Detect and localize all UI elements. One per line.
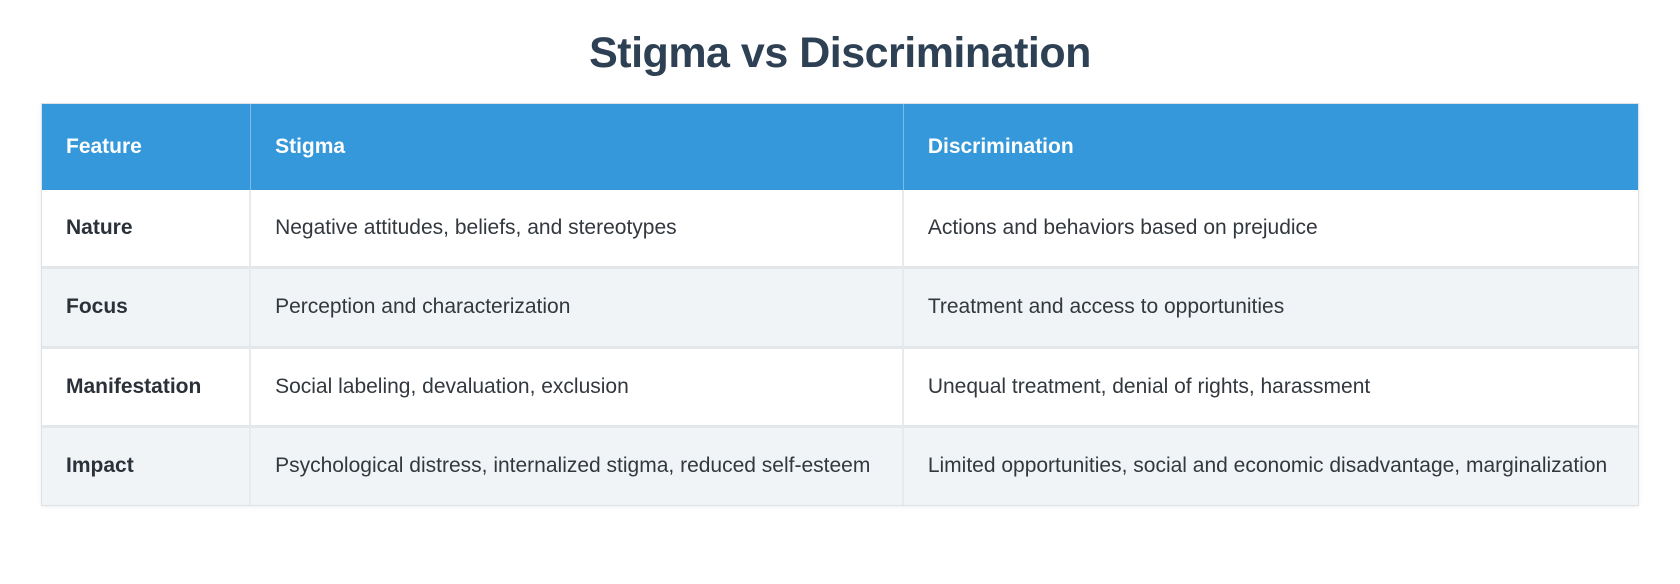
discrimination-cell: Treatment and access to opportunities [903,266,1638,346]
table-container: Feature Stigma Discrimination Nature Neg… [41,102,1639,506]
comparison-table: Feature Stigma Discrimination Nature Neg… [41,102,1639,506]
table-row-impact: Impact Psychological distress, internali… [42,425,1638,505]
column-header-feature: Feature [42,103,252,190]
stigma-cell: Psychological distress, internalized sti… [251,425,904,505]
column-header-discrimination: Discrimination [903,103,1638,190]
feature-cell: Manifestation [42,345,252,426]
table-row-nature: Nature Negative attitudes, beliefs, and … [42,189,1638,267]
feature-cell: Impact [42,425,252,505]
discrimination-cell: Limited opportunities, social and econom… [903,425,1638,505]
table-header-row: Feature Stigma Discrimination [42,103,1638,190]
table-row-manifestation: Manifestation Social labeling, devaluati… [42,345,1638,426]
feature-cell: Focus [42,266,252,346]
column-header-stigma: Stigma [251,103,904,190]
stigma-cell: Perception and characterization [251,266,904,346]
discrimination-cell: Actions and behaviors based on prejudice [903,189,1638,267]
feature-cell: Nature [42,189,252,267]
stigma-cell: Negative attitudes, beliefs, and stereot… [251,189,904,267]
table-row-focus: Focus Perception and characterization Tr… [42,266,1638,346]
stigma-cell: Social labeling, devaluation, exclusion [251,345,904,426]
discrimination-cell: Unequal treatment, denial of rights, har… [903,345,1638,426]
page-title: Stigma vs Discrimination [589,29,1091,77]
page: Stigma vs Discrimination Feature Stigma … [0,28,1680,584]
